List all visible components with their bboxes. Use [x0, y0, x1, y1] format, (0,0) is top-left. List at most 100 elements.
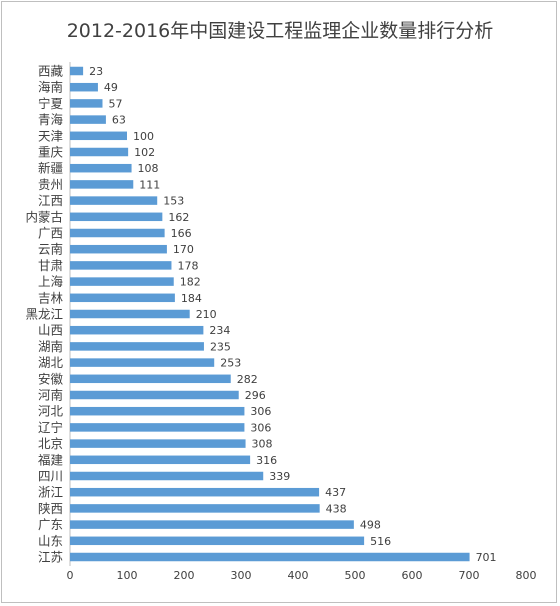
value-label: 308: [252, 438, 273, 451]
value-label: 339: [269, 470, 290, 483]
category-label: 山西: [38, 323, 63, 338]
value-label: 701: [476, 551, 497, 564]
value-label: 296: [245, 389, 266, 402]
value-label: 111: [139, 178, 160, 191]
category-label: 海南: [38, 80, 63, 95]
x-tick-label: 700: [459, 569, 480, 582]
value-label: 102: [134, 146, 155, 159]
bar: [70, 261, 172, 270]
value-label: 162: [168, 211, 189, 224]
value-label: 210: [196, 308, 217, 321]
x-tick-label: 0: [67, 569, 74, 582]
category-label: 四川: [38, 469, 63, 484]
value-label: 182: [180, 276, 201, 289]
value-label: 498: [360, 519, 381, 532]
bar: [70, 325, 204, 335]
category-label: 山东: [38, 533, 63, 548]
category-label: 黑龙江: [25, 307, 63, 322]
value-label: 234: [209, 324, 230, 337]
value-label: 170: [173, 243, 194, 256]
bar: [70, 504, 320, 513]
value-label: 23: [89, 65, 103, 78]
category-label: 广东: [38, 517, 63, 532]
category-label: 吉林: [38, 290, 64, 305]
bar: [70, 390, 239, 400]
bar: [70, 163, 132, 173]
value-label: 49: [104, 81, 118, 94]
bar: [70, 131, 127, 141]
bar: [70, 196, 158, 205]
x-tick-label: 200: [174, 569, 195, 582]
category-label: 浙江: [38, 485, 63, 500]
category-label: 重庆: [38, 145, 64, 160]
bar: [70, 115, 106, 124]
value-label: 437: [325, 486, 346, 499]
category-label: 湖北: [38, 355, 64, 370]
category-label: 青海: [38, 112, 64, 127]
category-label: 宁夏: [38, 96, 64, 111]
bar: [70, 552, 470, 562]
bar: [70, 520, 354, 529]
bar: [70, 66, 84, 76]
bar: [70, 99, 103, 108]
bar: [70, 147, 129, 157]
value-label: 438: [326, 502, 347, 515]
bar: [70, 180, 134, 189]
bar: [70, 455, 251, 465]
category-label: 内蒙古: [25, 209, 63, 224]
category-label: 安徽: [38, 371, 64, 386]
bar: [70, 82, 98, 92]
category-label: 天津: [38, 128, 63, 143]
category-label: 贵州: [38, 177, 63, 192]
bar: [70, 309, 190, 319]
value-label: 306: [250, 421, 271, 434]
category-label: 河南: [38, 388, 63, 403]
category-label: 福建: [38, 452, 64, 467]
bar: [70, 212, 163, 222]
category-label: 上海: [38, 274, 64, 289]
bar: [70, 487, 320, 497]
value-label: 100: [133, 130, 154, 143]
category-label: 北京: [38, 436, 63, 451]
bar: [70, 244, 167, 254]
category-label: 新疆: [38, 161, 63, 176]
category-label: 辽宁: [38, 420, 63, 435]
value-label: 63: [112, 114, 126, 127]
value-label: 316: [256, 454, 277, 467]
category-label: 西藏: [38, 64, 64, 79]
value-label: 235: [210, 340, 231, 353]
bar: [70, 406, 245, 416]
bar: [70, 423, 245, 432]
bar: [70, 536, 365, 546]
category-label: 湖南: [38, 339, 63, 354]
value-label: 57: [108, 97, 122, 110]
bar: [70, 293, 175, 303]
x-tick-label: 100: [117, 569, 138, 582]
category-label: 甘肃: [38, 258, 63, 273]
value-label: 516: [370, 535, 391, 548]
bar: [70, 277, 174, 286]
bar: [70, 439, 246, 448]
value-label: 153: [163, 195, 184, 208]
bar: [70, 358, 215, 367]
x-tick-label: 600: [402, 569, 423, 582]
bar: [70, 471, 264, 481]
bar: [70, 374, 231, 384]
value-label: 166: [171, 227, 192, 240]
value-label: 108: [138, 162, 159, 175]
value-label: 253: [220, 357, 241, 370]
value-label: 306: [250, 405, 271, 418]
x-tick-label: 500: [345, 569, 366, 582]
bar: [70, 342, 204, 351]
x-tick-label: 400: [288, 569, 309, 582]
value-label: 178: [177, 259, 198, 272]
category-label: 江苏: [38, 550, 63, 565]
x-tick-label: 800: [516, 569, 537, 582]
value-label: 184: [181, 292, 202, 305]
x-tick-label: 300: [231, 569, 252, 582]
category-label: 云南: [38, 242, 63, 257]
bar: [70, 228, 165, 238]
value-label: 282: [237, 373, 258, 386]
category-label: 河北: [38, 404, 64, 419]
